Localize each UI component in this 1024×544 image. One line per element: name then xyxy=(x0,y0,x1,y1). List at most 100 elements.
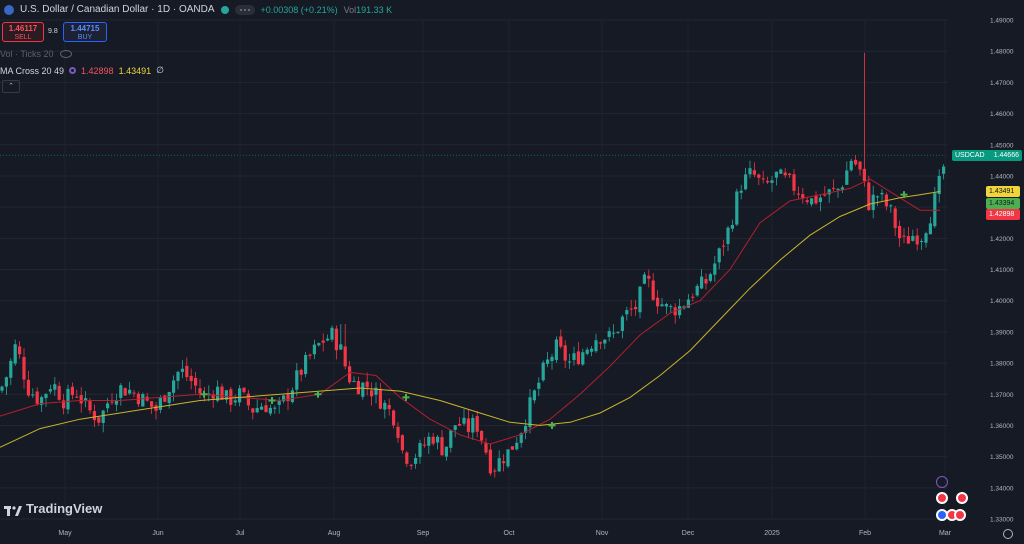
event-canada-icon-4[interactable] xyxy=(954,509,966,521)
candle-body xyxy=(70,386,74,396)
candle-body xyxy=(290,390,294,403)
candle-body xyxy=(708,274,712,281)
candle-body xyxy=(625,310,629,315)
candle-body xyxy=(57,385,61,400)
candle-body xyxy=(211,394,215,399)
candle-body xyxy=(620,316,624,331)
ma-suffix: ∅ xyxy=(156,65,164,75)
candle-body xyxy=(308,354,312,356)
candle-body xyxy=(365,381,369,388)
candle-body xyxy=(854,159,858,165)
candle-body xyxy=(748,168,752,175)
candle-body xyxy=(409,464,413,466)
symbol-title[interactable]: U.S. Dollar / Canadian Dollar · 1D · OAN… xyxy=(20,4,215,15)
symbol-tag-label: USDCAD xyxy=(955,152,985,159)
ma-cross-legend[interactable]: MA Cross 20 49 1.42898 1.43491 ∅ xyxy=(0,65,164,76)
candle-body xyxy=(26,379,30,396)
candle-body xyxy=(814,195,818,204)
candle-body xyxy=(180,368,184,372)
candle-body xyxy=(414,458,418,464)
candle-body xyxy=(801,194,805,199)
candle-body xyxy=(348,366,352,383)
candle-body xyxy=(537,382,541,389)
time-axis[interactable]: May Jun Jul Aug Sep Oct Nov Dec 2025 Feb Mar xyxy=(58,530,951,537)
volume-indicator-legend[interactable]: Vol · Ticks 20 xyxy=(0,49,72,59)
candle-body xyxy=(805,200,809,203)
candle-body xyxy=(312,344,316,355)
candle-body xyxy=(220,386,224,400)
candle-body xyxy=(792,174,796,191)
candle-body xyxy=(942,166,946,174)
candle-body xyxy=(871,194,875,211)
candle-body xyxy=(141,394,145,407)
event-canada-icon-2[interactable] xyxy=(956,492,968,504)
candle-body xyxy=(251,408,255,413)
time-tick-label: Jul xyxy=(236,530,245,537)
price-tick-label: 1.36000 xyxy=(990,423,1014,430)
candle-body xyxy=(823,194,827,196)
lightning-icon[interactable] xyxy=(936,476,948,488)
candle-body xyxy=(458,424,462,426)
market-status-icon xyxy=(220,5,229,14)
collapse-legend-button[interactable]: ⌃ xyxy=(2,80,20,93)
candle-body xyxy=(818,197,822,202)
candle-body xyxy=(502,461,506,464)
ma-slow-line xyxy=(0,191,941,448)
candle-body xyxy=(616,331,620,333)
chart-settings-icon[interactable] xyxy=(1003,529,1013,539)
sell-button[interactable]: 1.46117 SELL xyxy=(2,22,44,42)
moving-averages xyxy=(0,178,941,448)
candle-body xyxy=(453,425,457,430)
hidden-eye-icon[interactable] xyxy=(59,50,72,58)
candle-body xyxy=(796,193,800,195)
candle-body xyxy=(554,339,558,360)
price-tick-label: 1.42000 xyxy=(990,236,1014,243)
candle-body xyxy=(480,430,484,441)
candle-body xyxy=(462,417,466,424)
time-tick-label: May xyxy=(58,530,72,537)
candle-body xyxy=(62,400,66,409)
ma-slow-value: 1.43491 xyxy=(118,65,152,76)
candle-body xyxy=(832,187,836,189)
candle-body xyxy=(48,389,52,392)
candle-body xyxy=(299,369,303,375)
candle-body xyxy=(233,400,237,403)
more-options-icon[interactable] xyxy=(234,4,255,15)
candle-body xyxy=(422,444,426,446)
candle-body xyxy=(383,402,387,410)
candle-body xyxy=(858,161,862,170)
candle-body xyxy=(893,208,897,228)
candle-body xyxy=(176,371,180,381)
candle-body xyxy=(576,351,580,365)
candle-body xyxy=(418,443,422,457)
candle-body xyxy=(488,449,492,474)
candle-body xyxy=(519,433,523,443)
candle-body xyxy=(898,225,902,239)
candle-body xyxy=(4,377,8,387)
candle-body xyxy=(506,449,510,467)
candle-body xyxy=(92,411,96,421)
candle-body xyxy=(594,340,598,352)
price-tick-label: 1.38000 xyxy=(990,361,1014,368)
candle-body xyxy=(282,395,286,402)
price-axis[interactable]: 1.49000 1.48000 1.47000 1.46000 1.45000 1.440… xyxy=(990,18,1014,524)
indicator-loading-icon xyxy=(69,67,77,74)
price-tick-label: 1.34000 xyxy=(990,485,1014,492)
buy-button[interactable]: 1.44715 BUY xyxy=(63,22,107,42)
grid-lines xyxy=(0,19,948,520)
price-change: +0.00308 (+0.21%) xyxy=(260,4,338,15)
candle-body xyxy=(686,299,690,308)
candle-body xyxy=(497,458,501,472)
candlestick-series xyxy=(0,52,946,478)
candle-body xyxy=(752,170,756,175)
candle-body xyxy=(343,346,347,367)
candle-body xyxy=(158,397,162,410)
tradingview-logo[interactable]: TradingView xyxy=(4,501,102,516)
candle-body xyxy=(783,172,787,176)
candle-body xyxy=(493,470,497,472)
candle-body xyxy=(53,384,57,390)
price-tick-label: 1.48000 xyxy=(990,49,1014,56)
event-canada-icon[interactable] xyxy=(936,492,948,504)
candle-body xyxy=(510,446,514,450)
